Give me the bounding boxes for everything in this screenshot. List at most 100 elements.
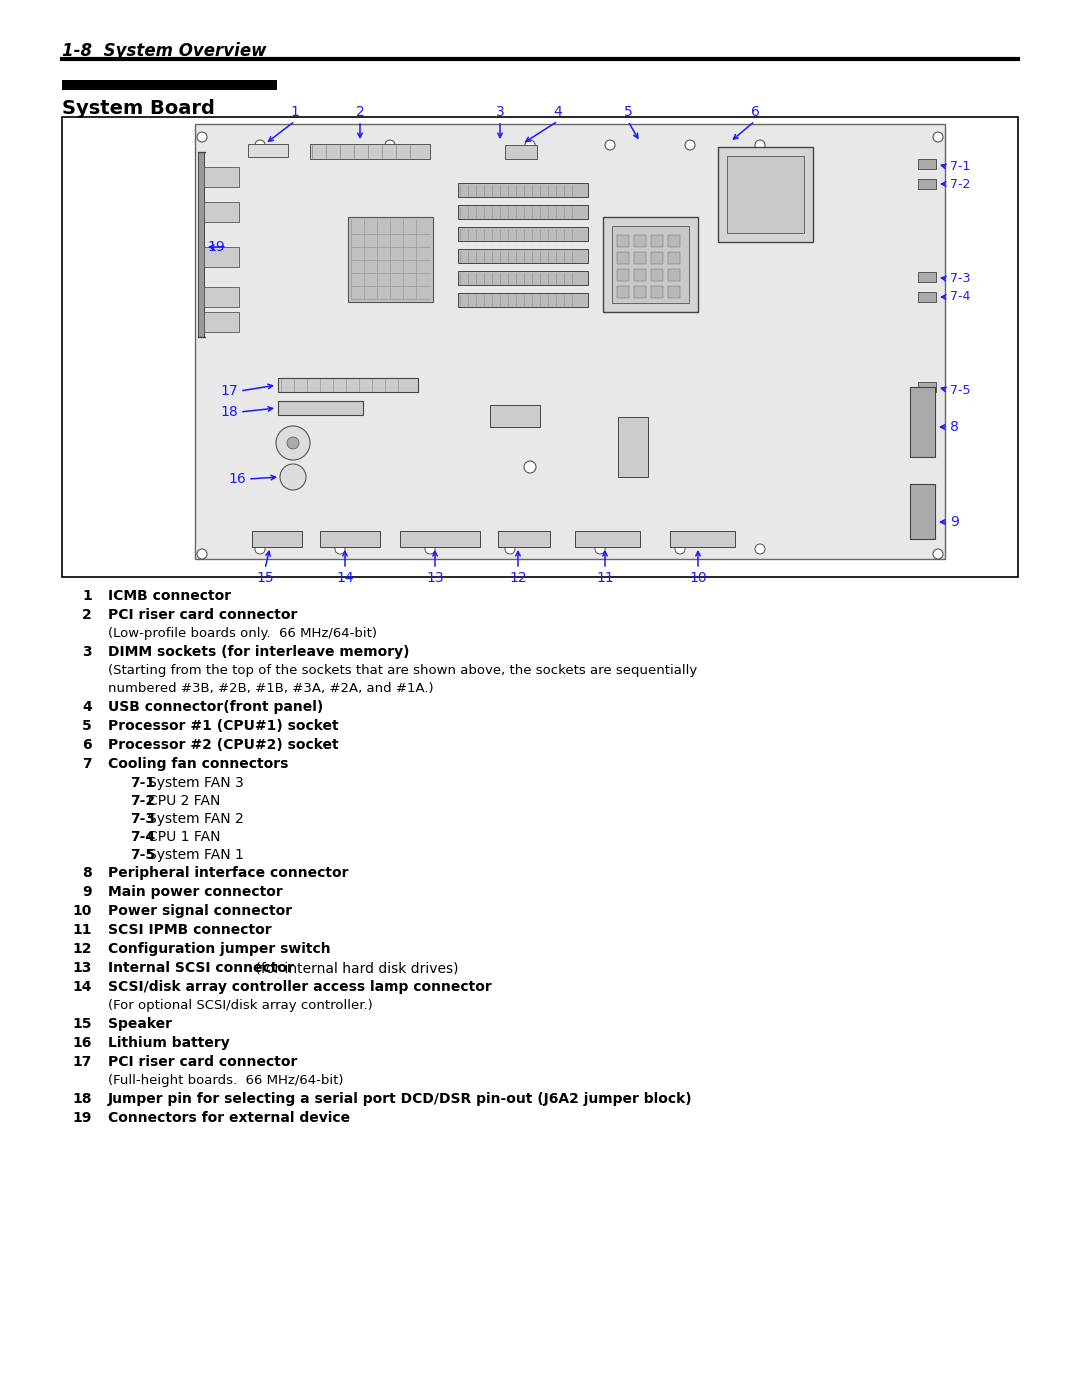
Text: 12: 12 — [72, 942, 92, 956]
Text: Jumper pin for selecting a serial port DCD/DSR pin-out (J6A2 jumper block): Jumper pin for selecting a serial port D… — [108, 1092, 692, 1106]
Bar — [204, 203, 239, 222]
Text: SCSI/disk array controller access lamp connector: SCSI/disk array controller access lamp c… — [108, 981, 491, 995]
Text: 13: 13 — [72, 961, 92, 975]
Bar — [490, 405, 540, 427]
Bar — [634, 286, 646, 298]
Bar — [348, 217, 433, 302]
Bar — [727, 156, 804, 233]
Text: CPU 1 FAN: CPU 1 FAN — [148, 830, 220, 844]
Circle shape — [524, 461, 536, 474]
Bar — [252, 531, 302, 548]
Text: USB connector(front panel): USB connector(front panel) — [108, 700, 323, 714]
Text: 17: 17 — [72, 1055, 92, 1069]
Text: 7-5: 7-5 — [130, 848, 156, 862]
Bar — [458, 183, 588, 197]
Bar — [458, 205, 588, 219]
Text: System Board: System Board — [62, 99, 215, 117]
Text: numbered #3B, #2B, #1B, #3A, #2A, and #1A.): numbered #3B, #2B, #1B, #3A, #2A, and #1… — [108, 682, 434, 694]
Text: 1: 1 — [82, 590, 92, 604]
Text: (For optional SCSI/disk array controller.): (For optional SCSI/disk array controller… — [108, 999, 373, 1011]
Bar — [400, 531, 480, 548]
Circle shape — [595, 543, 605, 555]
Circle shape — [384, 140, 395, 149]
Text: 9: 9 — [950, 515, 959, 529]
Circle shape — [255, 543, 265, 555]
Bar — [669, 270, 680, 281]
Bar — [918, 179, 936, 189]
Text: 3: 3 — [496, 105, 504, 119]
Text: 18: 18 — [72, 1092, 92, 1106]
Text: 18: 18 — [220, 405, 238, 419]
Bar — [204, 247, 239, 267]
Text: 10: 10 — [689, 571, 706, 585]
Text: Processor #2 (CPU#2) socket: Processor #2 (CPU#2) socket — [108, 738, 339, 752]
Text: SCSI IPMB connector: SCSI IPMB connector — [108, 923, 272, 937]
Text: CPU 2 FAN: CPU 2 FAN — [148, 793, 220, 807]
Text: Internal SCSI connector: Internal SCSI connector — [108, 961, 294, 975]
Bar — [651, 286, 663, 298]
Bar — [320, 531, 380, 548]
Bar — [651, 270, 663, 281]
Text: 7-4: 7-4 — [130, 830, 156, 844]
Text: 10: 10 — [72, 904, 92, 918]
Text: 14: 14 — [336, 571, 354, 585]
Text: 14: 14 — [72, 981, 92, 995]
Text: 8: 8 — [950, 420, 959, 434]
Circle shape — [197, 131, 207, 142]
Text: Main power connector: Main power connector — [108, 886, 283, 900]
Circle shape — [755, 140, 765, 149]
Bar — [669, 251, 680, 264]
Bar — [62, 117, 1018, 577]
Circle shape — [525, 140, 535, 149]
Text: 2: 2 — [82, 608, 92, 622]
Text: PCI riser card connector: PCI riser card connector — [108, 608, 297, 622]
Text: 16: 16 — [228, 472, 246, 486]
Text: (Low-profile boards only.  66 MHz/64-bit): (Low-profile boards only. 66 MHz/64-bit) — [108, 627, 377, 640]
Bar — [617, 286, 629, 298]
Text: 7-3: 7-3 — [130, 812, 156, 826]
Text: 7-1: 7-1 — [950, 161, 970, 173]
Text: System FAN 1: System FAN 1 — [148, 848, 244, 862]
Circle shape — [933, 131, 943, 142]
Text: Connectors for external device: Connectors for external device — [108, 1111, 350, 1125]
Bar — [910, 483, 935, 539]
Text: 6: 6 — [82, 738, 92, 752]
Bar — [62, 80, 276, 89]
Circle shape — [255, 140, 265, 149]
Text: 12: 12 — [509, 571, 527, 585]
Text: 7-3: 7-3 — [950, 272, 970, 285]
Text: 3: 3 — [82, 645, 92, 659]
Text: (for internal hard disk drives): (for internal hard disk drives) — [251, 961, 458, 975]
Bar — [458, 226, 588, 242]
Bar — [617, 235, 629, 247]
Text: 4: 4 — [82, 700, 92, 714]
Bar — [458, 293, 588, 307]
Bar — [634, 251, 646, 264]
Text: 7-5: 7-5 — [950, 384, 971, 397]
Circle shape — [335, 543, 345, 555]
Circle shape — [605, 140, 615, 149]
Bar — [617, 270, 629, 281]
Circle shape — [426, 543, 435, 555]
Circle shape — [287, 437, 299, 448]
Circle shape — [685, 140, 696, 149]
Bar — [669, 235, 680, 247]
Bar — [248, 144, 288, 156]
Text: PCI riser card connector: PCI riser card connector — [108, 1055, 297, 1069]
Circle shape — [755, 543, 765, 555]
Text: 7-2: 7-2 — [130, 793, 156, 807]
Text: 6: 6 — [751, 105, 759, 119]
Text: Processor #1 (CPU#1) socket: Processor #1 (CPU#1) socket — [108, 719, 339, 733]
Text: 15: 15 — [72, 1017, 92, 1031]
Bar — [195, 124, 945, 559]
Bar — [198, 152, 204, 337]
Text: 11: 11 — [72, 923, 92, 937]
Text: ICMB connector: ICMB connector — [108, 590, 231, 604]
Bar — [310, 144, 430, 159]
Bar — [204, 312, 239, 332]
Bar — [278, 379, 418, 393]
Bar — [204, 286, 239, 307]
Text: 8: 8 — [82, 866, 92, 880]
Circle shape — [933, 549, 943, 559]
Text: 7-2: 7-2 — [950, 177, 970, 190]
